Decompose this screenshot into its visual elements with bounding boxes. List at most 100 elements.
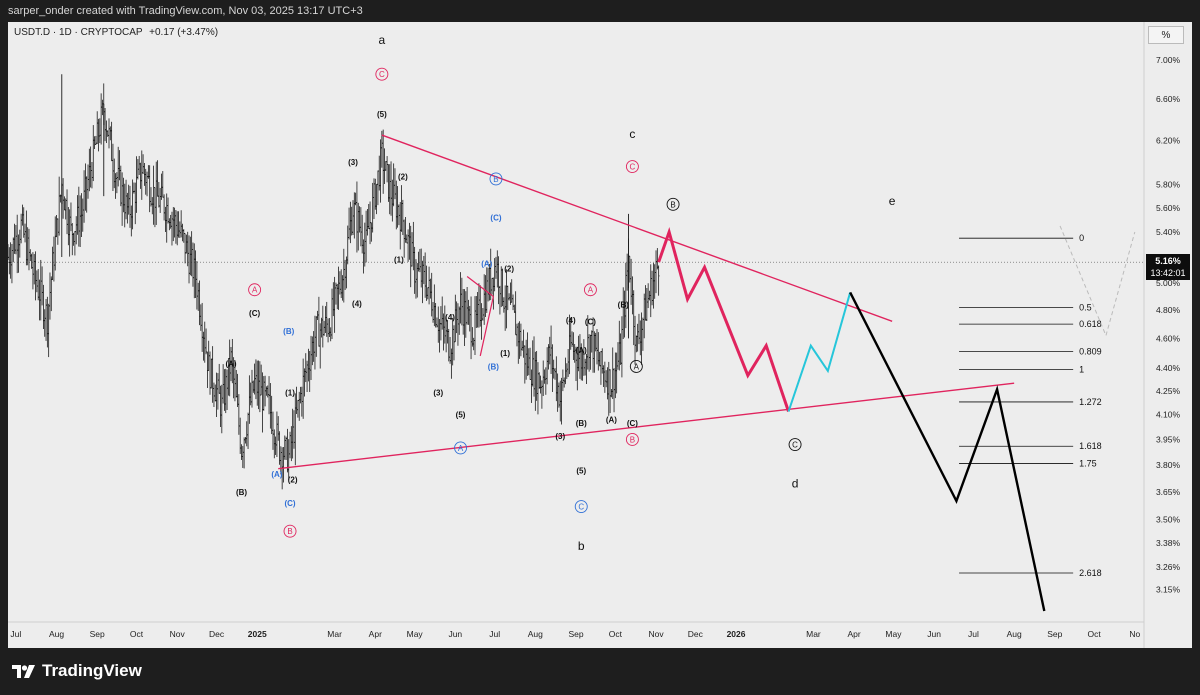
tradingview-logo-icon [12,665,35,678]
y-tick-label: 5.40% [1156,227,1181,237]
x-tick-label: Mar [327,629,342,639]
y-tick-label: 3.50% [1156,515,1181,525]
y-tick-label: 3.26% [1156,562,1181,572]
wave-label: A [458,444,464,453]
x-tick-label: Oct [130,629,144,639]
fib-level-label: 2.618 [1079,568,1102,578]
symbol-info: USDT.D · 1D · CRYPTOCAP [14,27,143,38]
x-tick-label: Dec [209,629,225,639]
fib-level-label: 0.618 [1079,319,1102,329]
projection-black-wave [849,291,1046,612]
x-tick-label: Jul [968,629,979,639]
chart-pane[interactable]: 7.00%6.60%6.20%5.80%5.60%5.40%5.20%5.00%… [8,22,1192,648]
x-tick-label: Mar [806,629,821,639]
wave-label: B [630,435,635,444]
fib-connector [1059,225,1136,338]
x-tick-label: Aug [1007,629,1022,639]
fib-level-label: 1.75 [1079,458,1097,468]
projection-cyan-wave [787,292,852,412]
x-tick-label: Jul [10,629,21,639]
wave-label: C [379,70,385,79]
wave-label: (2) [504,265,514,274]
wave-label: (A) [271,470,282,479]
wave-label-circle [788,438,802,451]
y-tick-label: 3.15% [1156,585,1181,595]
wave-label-circle [625,433,639,446]
wave-label: B [670,200,675,209]
x-tick-label: 2026 [727,629,746,639]
x-tick-label: May [885,629,902,639]
x-tick-label: Dec [688,629,704,639]
triangle-b-wave [466,276,495,357]
y-tick-label: 5.00% [1156,278,1181,288]
wave-label: C [578,503,584,512]
wave-label: (A) [481,259,492,268]
fib-level-label: 1.618 [1079,441,1102,451]
wave-label: (1) [394,256,404,265]
wave-label-circle [583,283,597,297]
wave-label: (4) [352,299,362,308]
wave-label: c [629,127,635,141]
wave-label: (5) [456,411,466,420]
y-tick-label: 5.80% [1156,180,1181,190]
x-tick-label: Oct [1088,629,1102,639]
wave-label-circle [375,67,389,81]
y-tick-label: 3.38% [1156,538,1181,548]
chart-svg[interactable]: 7.00%6.60%6.20%5.80%5.60%5.40%5.20%5.00%… [8,22,1192,648]
bar-countdown: 13:42:01 [1150,268,1186,279]
symbol-legend: USDT.D · 1D · CRYPTOCAP +0.17 (+3.47%) [14,27,218,38]
x-tick-label: Sep [568,629,583,639]
projection-pink-wave [657,226,790,413]
wave-label: (B) [283,327,294,336]
price-scale[interactable] [1144,22,1192,648]
x-tick-label: May [407,629,424,639]
fib-level-label: 1 [1079,364,1084,374]
y-tick-label: 6.20% [1156,135,1181,145]
wave-label-circle [248,283,262,297]
x-tick-label: Aug [49,629,64,639]
wave-label: B [493,175,498,184]
symbol-change: +0.17 (+3.47%) [149,27,219,38]
wave-label: B [287,527,292,536]
wave-label: (5) [377,110,387,119]
wave-label: (2) [398,173,408,182]
tradingview-wordmark: TradingView [42,661,142,680]
x-tick-label: Sep [90,629,105,639]
tradingview-logo[interactable]: TradingView [12,661,142,681]
x-tick-label: Nov [170,629,186,639]
wave-label: (C) [627,419,638,428]
wave-label: (3) [555,432,565,441]
fib-level-label: 1.272 [1079,397,1102,407]
wave-label: (A) [576,346,587,355]
x-tick-label: Nov [648,629,664,639]
wave-label: (B) [618,301,629,310]
price-scale-unit-button[interactable]: % [1148,26,1184,44]
wave-label: (A) [225,359,236,368]
y-tick-label: 3.95% [1156,434,1181,444]
wave-label-circle [629,359,643,373]
wave-label: (C) [585,317,596,326]
wave-label: (C) [490,213,501,222]
x-tick-label: 2025 [248,629,267,639]
wave-label: (3) [348,158,358,167]
wave-label: a [379,33,386,47]
fib-level-label: 0 [1079,233,1084,243]
y-tick-label: 4.25% [1156,386,1181,396]
y-tick-label: 6.60% [1156,94,1181,104]
wave-label: (4) [445,313,455,322]
wave-label: (2) [288,475,298,484]
wave-label-circle [489,172,503,186]
wave-label-circle [454,441,468,455]
wave-label-circle [283,524,297,538]
x-tick-label: Sep [1047,629,1062,639]
y-tick-label: 3.80% [1156,460,1181,470]
wave-label: (B) [236,488,247,497]
wave-label: (C) [284,499,295,508]
y-tick-label: 7.00% [1156,55,1181,65]
wave-label: C [630,163,636,172]
x-tick-label: Apr [847,629,860,639]
y-tick-label: 3.65% [1156,487,1181,497]
trendline-lower [278,382,1015,470]
wave-label: A [588,286,594,295]
x-tick-label: Jun [927,629,941,639]
